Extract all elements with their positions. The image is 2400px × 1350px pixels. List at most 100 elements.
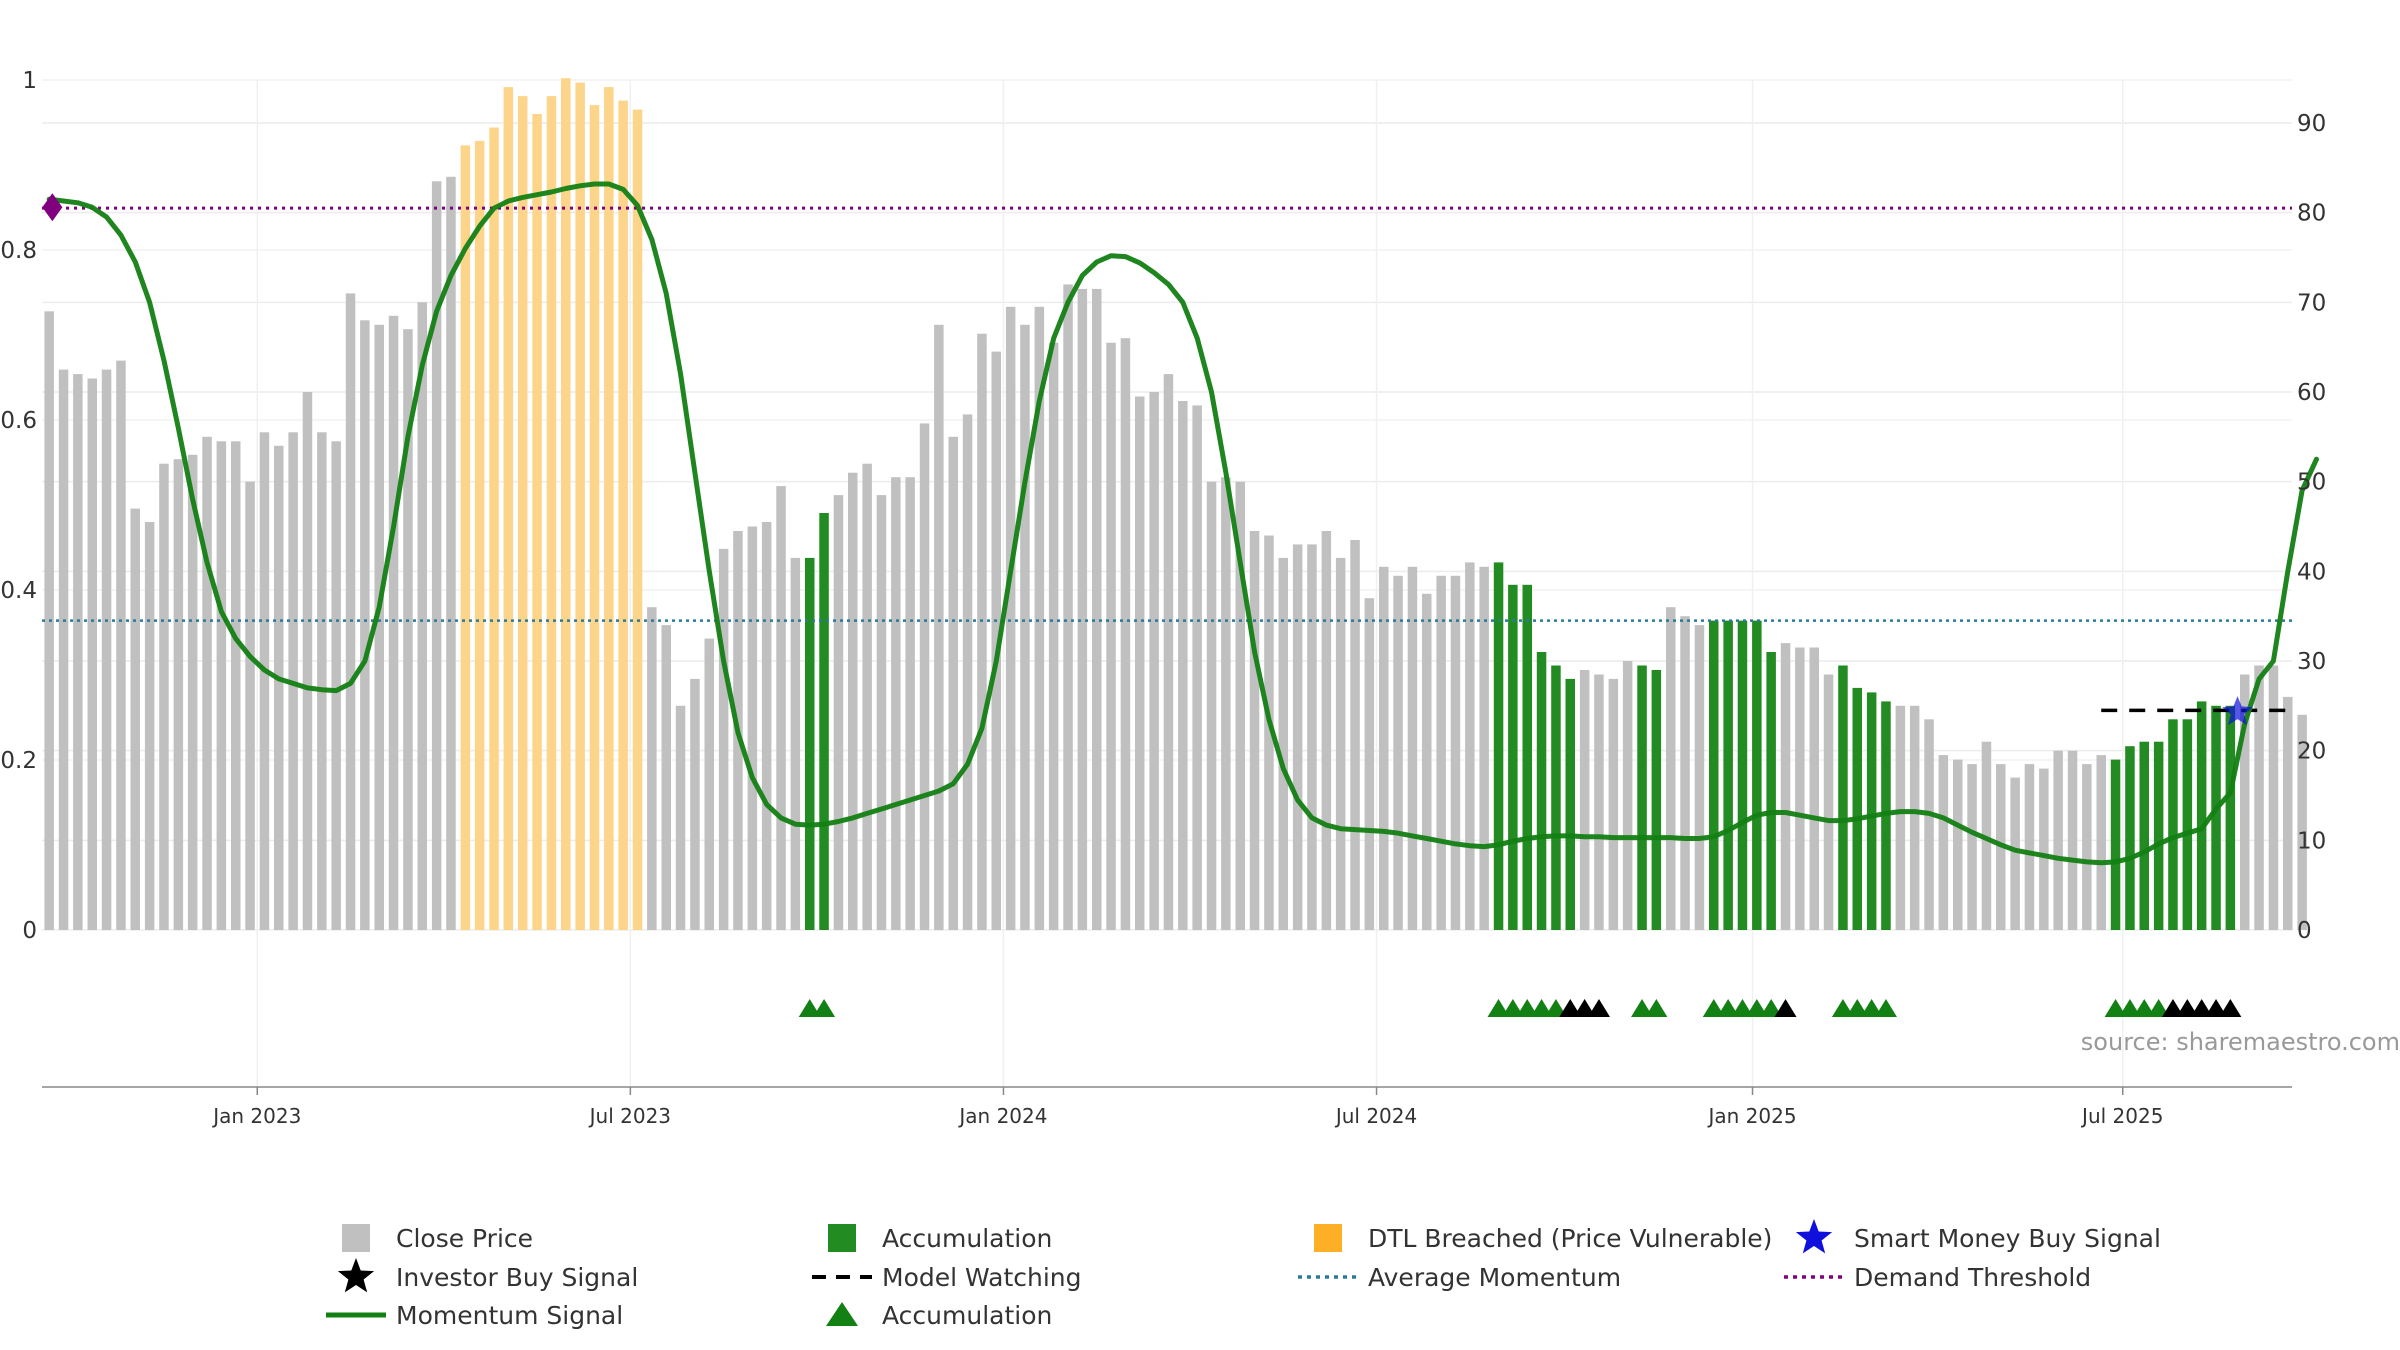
y-right-tick-label: 10 bbox=[2297, 828, 2326, 854]
close-price-bar bbox=[1479, 566, 1489, 930]
accumulation-triangle bbox=[1831, 999, 1854, 1017]
accumulation-triangle bbox=[1717, 999, 1740, 1017]
y-right-tick-label: 40 bbox=[2297, 559, 2326, 585]
close-price-bar bbox=[675, 705, 686, 930]
close-price-bar bbox=[1120, 338, 1131, 930]
smart-money-buy-star bbox=[2222, 696, 2253, 726]
close-price-bar bbox=[1321, 531, 1332, 930]
legend-item: Smart Money Buy Signal bbox=[1795, 1219, 2161, 1254]
accumulation-triangle bbox=[2104, 999, 2127, 1017]
close-price-bar bbox=[1034, 306, 1045, 930]
legend-swatch-square bbox=[828, 1224, 856, 1252]
close-price-bar bbox=[1235, 481, 1245, 930]
close-price-bar bbox=[374, 324, 384, 931]
legend-item: Close Price bbox=[342, 1224, 533, 1253]
close-price-bar bbox=[905, 477, 915, 930]
accumulation-bar bbox=[1536, 652, 1547, 930]
close-price-bar bbox=[948, 436, 958, 930]
accumulation-bar bbox=[1565, 678, 1575, 930]
dtl-breached-bar bbox=[532, 114, 542, 930]
close-price-bar bbox=[2024, 764, 2035, 930]
close-price-bar bbox=[1020, 324, 1030, 931]
investor-buy-triangle bbox=[1587, 999, 1610, 1017]
close-price-bar bbox=[848, 472, 858, 930]
close-price-bar bbox=[388, 315, 399, 930]
close-price-bar bbox=[1221, 477, 1231, 930]
legend-item: Accumulation bbox=[826, 1301, 1052, 1330]
legend-swatch-square bbox=[342, 1224, 370, 1252]
accumulation-bar bbox=[819, 513, 829, 930]
close-price-bar bbox=[274, 445, 284, 930]
investor-buy-triangle bbox=[2190, 999, 2213, 1017]
close-price-bar bbox=[144, 522, 155, 930]
close-price-bar bbox=[216, 441, 227, 930]
close-price-bar bbox=[977, 333, 987, 930]
accumulation-bar bbox=[2211, 705, 2221, 930]
y-right-tick-label: 80 bbox=[2297, 201, 2326, 227]
y-right-tick-label: 60 bbox=[2297, 380, 2326, 406]
close-price-bar bbox=[1192, 405, 1202, 930]
accumulation-triangle bbox=[2118, 999, 2141, 1017]
close-price-bar bbox=[1967, 764, 1977, 930]
close-price-bar bbox=[1149, 392, 1159, 930]
dtl-breached-bar bbox=[474, 140, 485, 930]
close-price-bar bbox=[1350, 540, 1360, 930]
accumulation-bar bbox=[1651, 670, 1662, 930]
close-price-bar bbox=[718, 548, 729, 930]
y-right-tick-label: 20 bbox=[2297, 739, 2326, 765]
close-price-bar bbox=[962, 414, 973, 930]
x-tick-label: Jan 2025 bbox=[1706, 1104, 1796, 1128]
legend-swatch-star bbox=[1795, 1219, 1833, 1254]
close-price-bar bbox=[1780, 643, 1791, 930]
close-price-bar bbox=[2096, 755, 2106, 930]
legend-label: Model Watching bbox=[882, 1263, 1082, 1292]
demand-marker-diamond bbox=[42, 193, 63, 222]
accumulation-bar bbox=[1493, 562, 1504, 930]
close-price-bar bbox=[919, 423, 930, 930]
investor-buy-triangle bbox=[2161, 999, 2184, 1017]
legend-swatch-square bbox=[1314, 1224, 1342, 1252]
accumulation-bar bbox=[1766, 652, 1776, 930]
close-price-bar bbox=[403, 329, 413, 930]
close-price-bar bbox=[101, 369, 112, 931]
close-price-bar bbox=[1307, 544, 1317, 930]
close-price-bar bbox=[790, 557, 801, 930]
accumulation-triangle bbox=[1760, 999, 1783, 1017]
close-price-bar bbox=[360, 320, 370, 930]
y-right-tick-label: 70 bbox=[2297, 290, 2326, 316]
accumulation-bar bbox=[1852, 687, 1862, 930]
close-price-bar bbox=[130, 508, 140, 930]
dtl-breached-bar bbox=[604, 87, 614, 931]
accumulation-bar bbox=[1522, 584, 1532, 930]
dtl-breached-bar bbox=[575, 82, 585, 931]
close-price-bar bbox=[1063, 284, 1073, 930]
close-price-bar bbox=[1622, 661, 1633, 930]
close-price-bar bbox=[1795, 647, 1805, 930]
dtl-breached-bar bbox=[460, 145, 471, 930]
legend-label: Smart Money Buy Signal bbox=[1854, 1224, 2161, 1253]
x-tick-label: Jan 2023 bbox=[211, 1104, 301, 1128]
close-price-bar bbox=[302, 392, 313, 930]
close-price-bar bbox=[446, 176, 456, 931]
close-price-bar bbox=[1163, 374, 1174, 931]
investor-buy-triangle bbox=[2219, 999, 2242, 1017]
close-price-bar bbox=[1335, 557, 1346, 930]
close-price-bar bbox=[1823, 674, 1834, 930]
close-price-bar bbox=[1694, 625, 1705, 930]
close-price-bar bbox=[1264, 535, 1274, 930]
dtl-breached-bar bbox=[618, 100, 628, 931]
accumulation-bar bbox=[2196, 701, 2207, 930]
y-left-tick-label: 0.8 bbox=[0, 238, 37, 264]
close-price-bar bbox=[187, 454, 198, 930]
close-price-bar bbox=[1953, 759, 1963, 930]
accumulation-bar bbox=[2125, 746, 2135, 930]
close-price-bar bbox=[2039, 768, 2049, 930]
legend-label: Accumulation bbox=[882, 1224, 1052, 1253]
close-price-bar bbox=[1005, 306, 1016, 930]
close-price-bar bbox=[1292, 544, 1303, 930]
close-price-bar bbox=[1608, 678, 1619, 930]
dtl-breached-bar bbox=[589, 105, 600, 931]
close-price-bar bbox=[1895, 705, 1906, 930]
